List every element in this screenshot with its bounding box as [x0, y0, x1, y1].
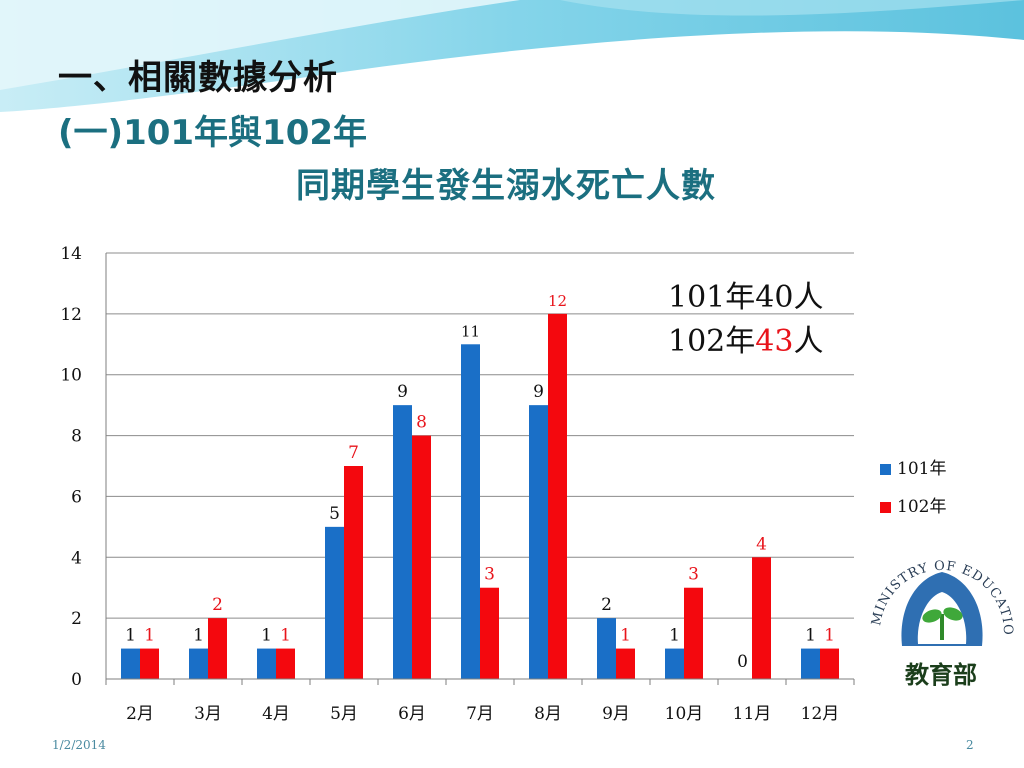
- bar-101: [597, 618, 616, 679]
- bar-101: [393, 405, 412, 679]
- slide-subtitle: (一)101年與102年: [58, 113, 368, 153]
- legend-label-101: 101年: [897, 459, 947, 479]
- slide-page-number: 2: [966, 738, 974, 752]
- x-tick-label: 3月: [194, 704, 222, 724]
- bar-101: [325, 526, 344, 679]
- data-label-102: 1: [144, 626, 155, 646]
- x-tick-label: 9月: [602, 704, 630, 724]
- bar-101: [529, 405, 548, 679]
- summary-101-suffix: 人: [793, 280, 824, 315]
- slide-date: 1/2/2014: [52, 738, 106, 752]
- bar-101: [801, 648, 820, 679]
- bar-101: [461, 344, 480, 679]
- data-label-102: 1: [620, 626, 631, 646]
- x-tick-label: 5月: [330, 704, 358, 724]
- y-tick-label: 12: [60, 305, 82, 325]
- bar-102: [412, 435, 431, 679]
- summary-102: 102年43人: [668, 316, 823, 360]
- y-tick-label: 8: [71, 427, 82, 447]
- legend-label-102: 102年: [897, 497, 947, 517]
- legend-swatch-101: [880, 464, 891, 475]
- y-tick-label: 14: [60, 244, 82, 264]
- legend-item-101: 101年: [880, 454, 946, 479]
- ministry-of-education-logo: MINISTRY OF EDUCATION 教育部: [858, 528, 1014, 689]
- bar-102: [820, 648, 839, 679]
- slide-title: 一、相關數據分析: [58, 58, 338, 98]
- bar-101: [257, 648, 276, 679]
- y-tick-label: 4: [71, 548, 82, 568]
- x-tick-label: 6月: [398, 704, 426, 724]
- x-tick-label: 2月: [126, 704, 154, 724]
- y-tick-label: 10: [60, 366, 82, 386]
- bar-102: [140, 648, 159, 679]
- x-tick-label: 12月: [801, 704, 840, 724]
- bar-102: [344, 466, 363, 679]
- data-label-101: 1: [193, 626, 204, 646]
- bar-102: [548, 313, 567, 679]
- data-label-101: 1: [805, 626, 816, 646]
- summary-102-prefix: 102年: [668, 324, 756, 359]
- data-label-102: 7: [348, 443, 359, 463]
- data-label-101: 1: [669, 626, 680, 646]
- data-label-102: 1: [824, 626, 835, 646]
- data-label-101: 11: [461, 322, 480, 340]
- legend-item-102: 102年: [880, 492, 946, 517]
- bar-101: [121, 648, 140, 679]
- data-label-101: 0: [737, 652, 748, 672]
- x-tick-label: 8月: [534, 704, 562, 724]
- data-label-101: 1: [125, 626, 136, 646]
- bar-101: [189, 648, 208, 679]
- bar-102: [276, 648, 295, 679]
- data-label-101: 9: [397, 382, 408, 402]
- x-tick-label: 4月: [262, 704, 290, 724]
- summary-102-value: 43: [755, 324, 794, 359]
- summary-101: 101年40人: [668, 272, 823, 316]
- data-label-102: 1: [280, 626, 291, 646]
- bar-102: [480, 587, 499, 679]
- y-tick-label: 0: [71, 670, 82, 690]
- x-tick-label: 11月: [733, 704, 772, 724]
- summary-101-value: 40: [755, 280, 794, 315]
- data-label-101: 9: [533, 382, 544, 402]
- bar-102: [684, 587, 703, 679]
- y-tick-label: 6: [71, 487, 82, 507]
- data-label-101: 1: [261, 626, 272, 646]
- data-label-102: 3: [688, 565, 699, 585]
- data-label-102: 8: [416, 413, 427, 433]
- summary-101-prefix: 101年: [668, 280, 756, 315]
- legend-swatch-102: [880, 502, 891, 513]
- x-tick-label: 10月: [665, 704, 704, 724]
- data-label-101: 5: [329, 504, 340, 524]
- y-tick-label: 2: [71, 609, 82, 629]
- data-label-102: 2: [212, 595, 223, 615]
- data-label-102: 3: [484, 565, 495, 585]
- bars: [121, 313, 839, 679]
- bar-101: [665, 648, 684, 679]
- bar-102: [616, 648, 635, 679]
- data-label-102: 4: [756, 534, 767, 554]
- data-label-101: 2: [601, 595, 612, 615]
- bar-102: [208, 618, 227, 679]
- logo-chinese-text: 教育部: [905, 660, 977, 689]
- data-label-102: 12: [548, 292, 567, 310]
- bar-102: [752, 557, 771, 679]
- x-tick-label: 7月: [466, 704, 494, 724]
- summary-102-suffix: 人: [793, 324, 824, 359]
- slide-subtitle-line2: 同期學生發生溺水死亡人數: [296, 166, 716, 206]
